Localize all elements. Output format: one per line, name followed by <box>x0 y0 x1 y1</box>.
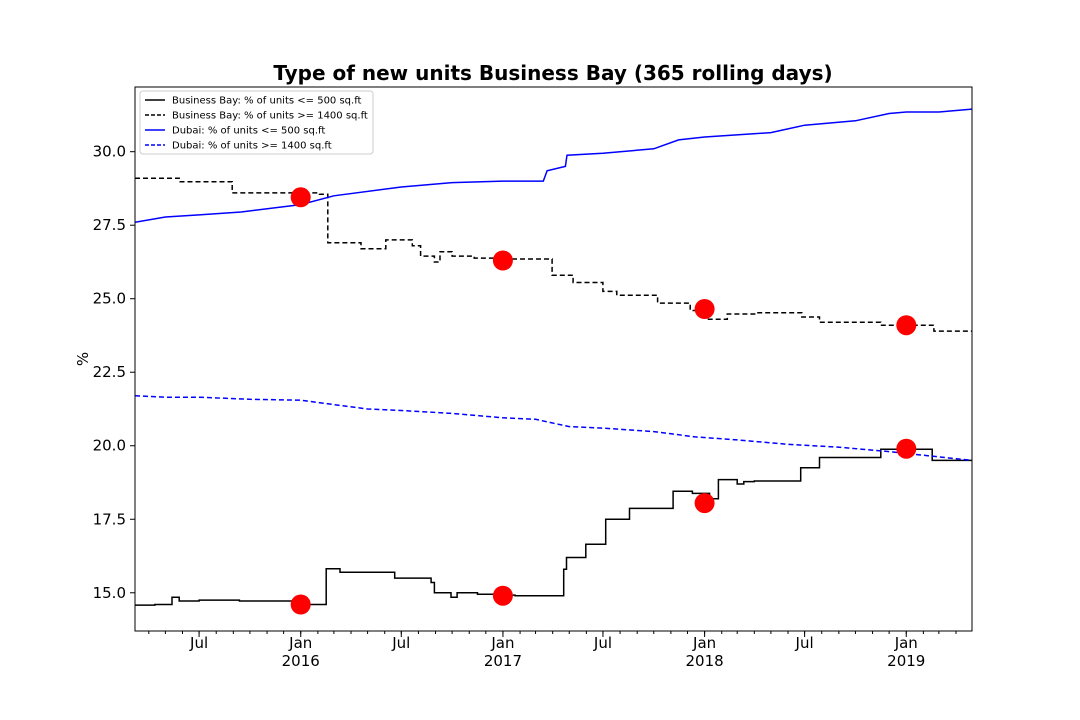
plot-area <box>135 108 972 615</box>
series-line-dubai-of-units-500-sq-ft <box>135 108 972 224</box>
y-tick-label: 22.5 <box>93 363 126 381</box>
legend-label-4: Dubai: % of units >= 1400 sq.ft <box>172 141 332 152</box>
y-axis-label: % <box>74 352 92 366</box>
series-line-business-bay-of-units-500-sq-ft <box>135 448 972 606</box>
marker-point-8 <box>896 438 917 459</box>
legend-label-2: Business Bay: % of units >= 1400 sq.ft <box>172 111 368 122</box>
y-tick-label: 17.5 <box>93 510 126 528</box>
plot-frame <box>134 86 973 632</box>
x-tick-label: Jul <box>391 634 410 652</box>
x-tick-label: Jul <box>189 634 208 652</box>
marker-point-5 <box>290 594 311 615</box>
y-axis: 15.0 17.5 20.0 22.5 25.0 27.5 30.0 <box>93 143 135 602</box>
x-tick-year-label: 2017 <box>484 652 522 670</box>
y-tick-label: 25.0 <box>93 290 126 308</box>
y-tick-label: 27.5 <box>93 216 126 234</box>
marker-point-2 <box>492 250 513 271</box>
y-tick-label: 15.0 <box>93 584 126 602</box>
series-line-business-bay-of-units-1400-sq-ft <box>135 177 972 332</box>
x-tick-label: Jan <box>288 634 312 652</box>
x-tick-label: Jul <box>593 634 612 652</box>
x-tick-label: Jan <box>490 634 514 652</box>
x-tick-year-label: 2016 <box>282 652 320 670</box>
x-tick-label: Jan <box>894 634 918 652</box>
legend-box <box>139 90 374 155</box>
x-tick-year-label: 2019 <box>887 652 925 670</box>
y-tick-label: 30.0 <box>93 143 126 161</box>
marker-point-4 <box>896 315 917 336</box>
marker-point-3 <box>694 299 715 319</box>
x-tick-label: Jan <box>692 634 716 652</box>
series-line-dubai-of-units-1400-sq-ft <box>135 395 972 462</box>
legend: Business Bay: % of units <= 500 sq.ft Bus… <box>139 90 374 155</box>
marker-point-6 <box>492 585 513 606</box>
legend-label-1: Business Bay: % of units <= 500 sq.ft <box>172 96 362 107</box>
chart-title: Type of new units Business Bay (365 roll… <box>273 61 832 85</box>
x-tick-year-label: 2018 <box>686 652 724 670</box>
legend-label-3: Dubai: % of units <= 500 sq.ft <box>172 126 325 137</box>
x-tick-label: Jul <box>795 634 814 652</box>
marker-point-1 <box>290 187 311 208</box>
y-tick-label: 20.0 <box>93 437 126 455</box>
marker-point-7 <box>694 493 715 514</box>
